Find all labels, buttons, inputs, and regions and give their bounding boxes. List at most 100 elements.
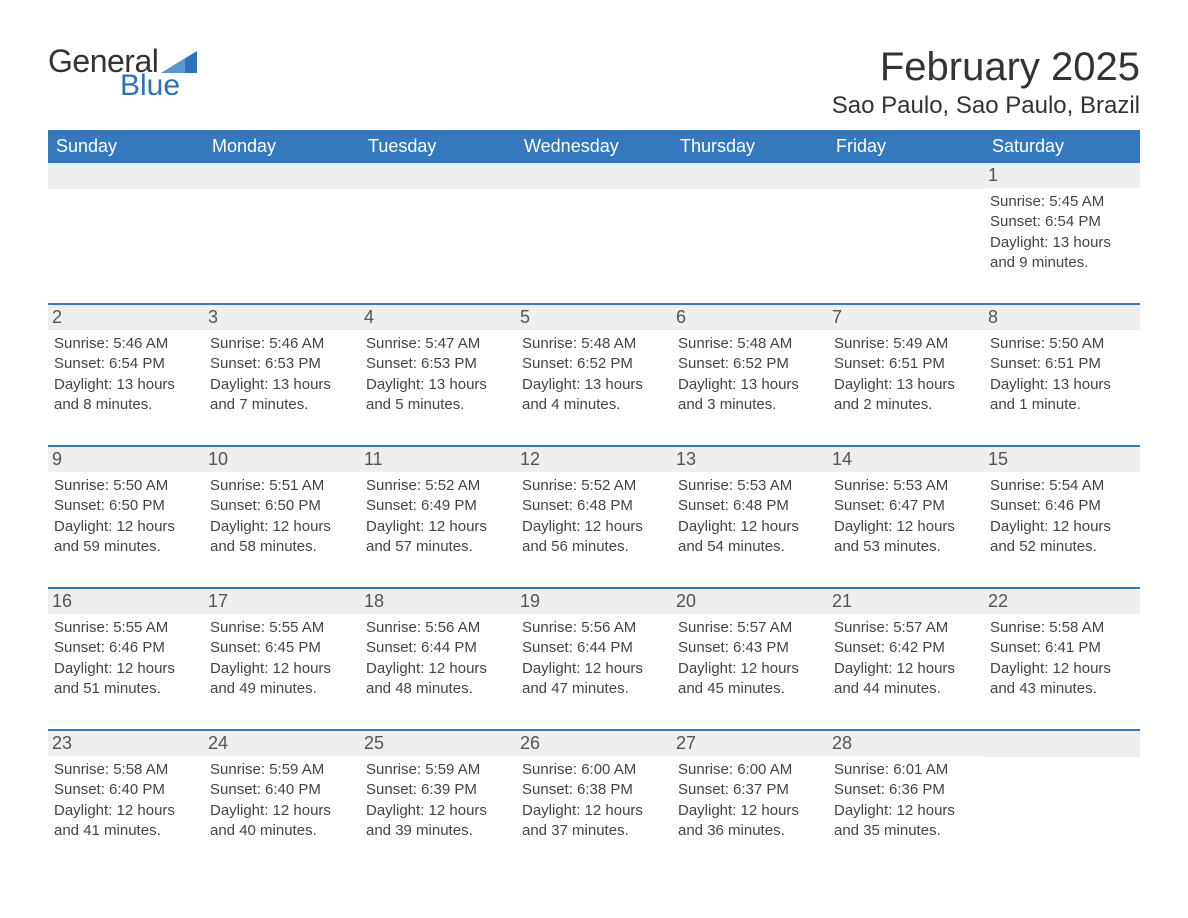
calendar-day-cell [828,163,984,283]
day-number-row: 3 [204,305,360,330]
day-number: 10 [208,449,228,469]
dow-friday: Friday [828,130,984,163]
calendar-day-cell: 5 Sunrise: 5:48 AMSunset: 6:52 PMDaylight… [516,305,672,425]
day-number-row: 23 [48,731,204,756]
dow-sunday: Sunday [48,130,204,163]
day-number-row [360,163,516,189]
day-detail: Sunrise: 5:55 AMSunset: 6:46 PMDaylight:… [52,618,198,699]
day-number: 18 [364,591,384,611]
day-detail: Sunrise: 5:54 AMSunset: 6:46 PMDaylight:… [988,476,1134,557]
day-number: 19 [520,591,540,611]
calendar-day-cell [204,163,360,283]
day-number: 14 [832,449,852,469]
day-number: 26 [520,733,540,753]
day-number-row: 26 [516,731,672,756]
day-number-row: 13 [672,447,828,472]
calendar-day-cell: 24 Sunrise: 5:59 AMSunset: 6:40 PMDayligh… [204,731,360,851]
calendar-day-cell: 13 Sunrise: 5:53 AMSunset: 6:48 PMDayligh… [672,447,828,567]
day-detail: Sunrise: 5:52 AMSunset: 6:49 PMDaylight:… [364,476,510,557]
calendar-day-cell: 27Sunrise: 6:00 AMSunset: 6:37 PMDayligh… [672,731,828,851]
day-number: 22 [988,591,1008,611]
page-header: General Blue February 2025 Sao Paulo, Sa… [48,45,1140,120]
dow-thursday: Thursday [672,130,828,163]
day-number: 25 [364,733,384,753]
day-number: 4 [364,307,374,327]
calendar-day-cell: 25Sunrise: 5:59 AMSunset: 6:39 PMDayligh… [360,731,516,851]
day-number: 7 [832,307,842,327]
day-number-row: 17 [204,589,360,614]
day-number-row: 9 [48,447,204,472]
day-detail: Sunrise: 5:53 AMSunset: 6:47 PMDaylight:… [832,476,978,557]
day-number-row: 18 [360,589,516,614]
day-detail: Sunrise: 5:49 AMSunset: 6:51 PMDaylight:… [832,334,978,415]
day-number: 3 [208,307,218,327]
calendar-day-cell: 16 Sunrise: 5:55 AMSunset: 6:46 PMDayligh… [48,589,204,709]
day-number-row: 2 [48,305,204,330]
day-number-row: 1 [984,163,1140,188]
day-number-row: 5 [516,305,672,330]
day-number: 2 [52,307,62,327]
calendar-day-cell: 20Sunrise: 5:57 AMSunset: 6:43 PMDayligh… [672,589,828,709]
day-number: 1 [988,165,998,185]
calendar-week: 23Sunrise: 5:58 AMSunset: 6:40 PMDayligh… [48,729,1140,851]
calendar-day-cell [516,163,672,283]
month-title: February 2025 [832,45,1140,90]
day-detail: Sunrise: 6:00 AMSunset: 6:38 PMDaylight:… [520,760,666,841]
day-number-row [672,163,828,189]
calendar-day-cell: 22Sunrise: 5:58 AMSunset: 6:41 PMDayligh… [984,589,1140,709]
logo: General Blue [48,45,197,101]
day-number: 12 [520,449,540,469]
day-number-row: 12 [516,447,672,472]
day-number: 28 [832,733,852,753]
day-number: 23 [52,733,72,753]
day-detail: Sunrise: 5:46 AMSunset: 6:53 PMDaylight:… [208,334,354,415]
calendar: Sunday Monday Tuesday Wednesday Thursday… [48,130,1140,851]
day-number: 15 [988,449,1008,469]
day-number-row: 19 [516,589,672,614]
calendar-day-cell [360,163,516,283]
calendar-day-cell [672,163,828,283]
day-number-row: 11 [360,447,516,472]
calendar-day-cell: 3 Sunrise: 5:46 AMSunset: 6:53 PMDaylight… [204,305,360,425]
logo-text-blue: Blue [120,71,197,101]
day-number-row: 21 [828,589,984,614]
calendar-day-cell: 15 Sunrise: 5:54 AMSunset: 6:46 PMDayligh… [984,447,1140,567]
calendar-day-cell: 9Sunrise: 5:50 AMSunset: 6:50 PMDaylight… [48,447,204,567]
day-detail: Sunrise: 5:46 AMSunset: 6:54 PMDaylight:… [52,334,198,415]
day-number-row: 15 [984,447,1140,472]
day-number-row [48,163,204,189]
dow-wednesday: Wednesday [516,130,672,163]
day-detail: Sunrise: 6:01 AMSunset: 6:36 PMDaylight:… [832,760,978,841]
calendar-day-cell: 1Sunrise: 5:45 AMSunset: 6:54 PMDaylight… [984,163,1140,283]
calendar-day-cell: 17Sunrise: 5:55 AMSunset: 6:45 PMDayligh… [204,589,360,709]
day-detail: Sunrise: 5:50 AMSunset: 6:51 PMDaylight:… [988,334,1134,415]
day-number: 8 [988,307,998,327]
day-detail: Sunrise: 5:59 AMSunset: 6:40 PMDaylight:… [208,760,354,841]
calendar-day-cell [48,163,204,283]
days-of-week-header: Sunday Monday Tuesday Wednesday Thursday… [48,130,1140,163]
day-number: 5 [520,307,530,327]
day-number-row: 28 [828,731,984,756]
day-number: 11 [364,449,383,469]
day-number: 16 [52,591,72,611]
calendar-day-cell: 14 Sunrise: 5:53 AMSunset: 6:47 PMDayligh… [828,447,984,567]
calendar-day-cell: 26 Sunrise: 6:00 AMSunset: 6:38 PMDayligh… [516,731,672,851]
day-number-row: 24 [204,731,360,756]
day-number-row [204,163,360,189]
day-number-row: 10 [204,447,360,472]
day-number-row: 25 [360,731,516,756]
day-number: 21 [832,591,852,611]
calendar-day-cell: 18 Sunrise: 5:56 AMSunset: 6:44 PMDayligh… [360,589,516,709]
day-detail: Sunrise: 5:53 AMSunset: 6:48 PMDaylight:… [676,476,822,557]
day-number-row [516,163,672,189]
day-detail: Sunrise: 5:52 AMSunset: 6:48 PMDaylight:… [520,476,666,557]
day-detail: Sunrise: 5:56 AMSunset: 6:44 PMDaylight:… [364,618,510,699]
day-number-row: 20 [672,589,828,614]
day-detail: Sunrise: 5:48 AMSunset: 6:52 PMDaylight:… [520,334,666,415]
calendar-day-cell: 12 Sunrise: 5:52 AMSunset: 6:48 PMDayligh… [516,447,672,567]
calendar-day-cell [984,731,1140,851]
day-number: 6 [676,307,686,327]
calendar-day-cell: 21Sunrise: 5:57 AMSunset: 6:42 PMDayligh… [828,589,984,709]
day-number: 9 [52,449,62,469]
day-number-row: 8 [984,305,1140,330]
